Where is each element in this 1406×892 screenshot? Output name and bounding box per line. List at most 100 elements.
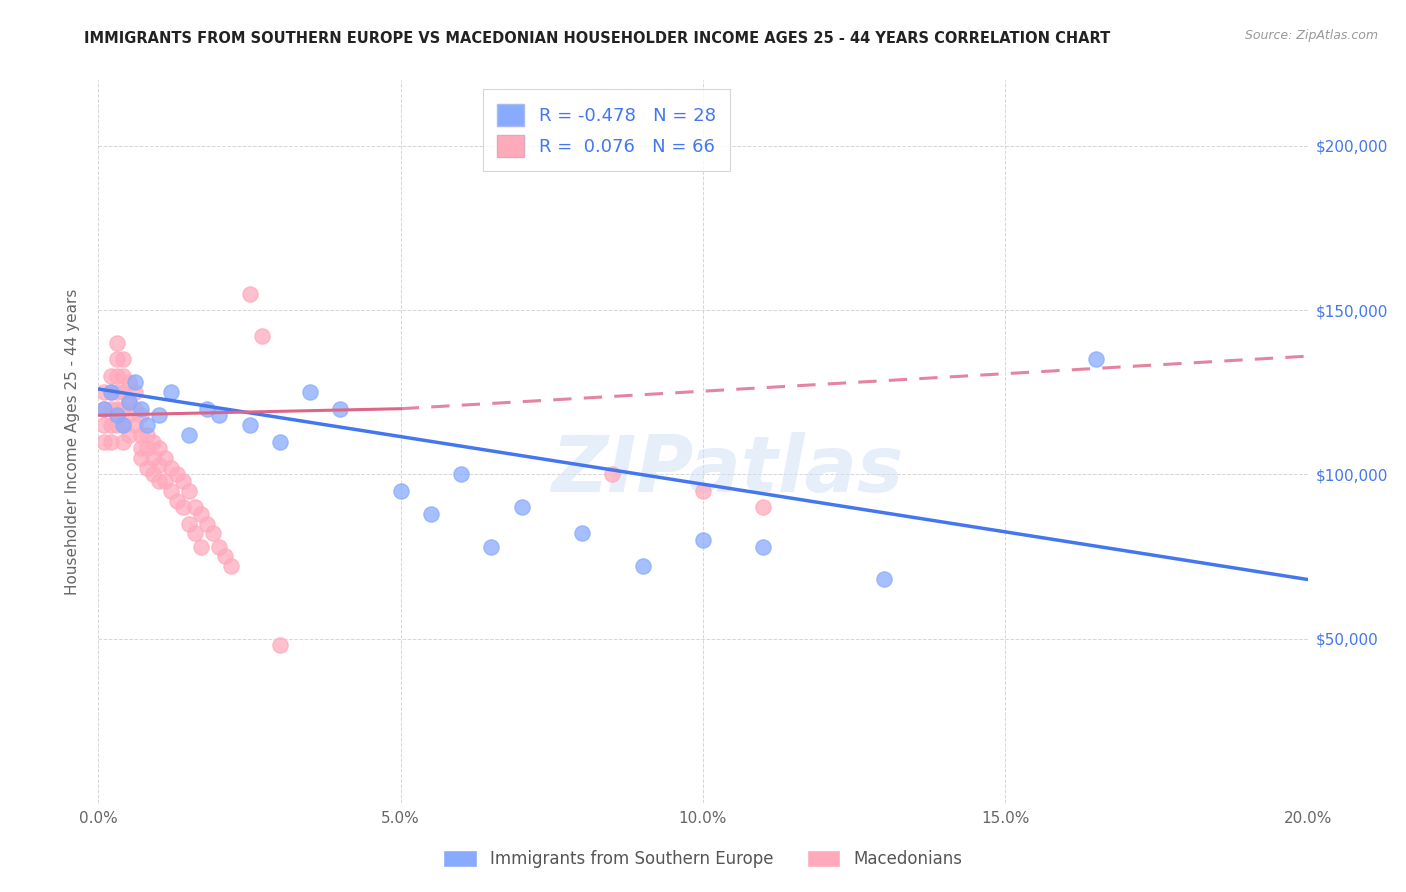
Point: [100, 385, 122, 400]
Point: [118, 428, 141, 442]
Point: [124, 401, 146, 416]
Point: [239, 286, 262, 301]
Point: [153, 474, 176, 488]
Point: [166, 467, 188, 482]
Point: [481, 540, 503, 554]
Point: [118, 409, 141, 423]
Point: [148, 458, 170, 472]
Point: [179, 516, 201, 531]
Point: [692, 483, 714, 498]
Point: [93, 385, 115, 400]
Point: [190, 507, 212, 521]
Point: [135, 441, 157, 455]
Point: [269, 638, 291, 652]
Point: [631, 559, 654, 574]
Point: [93, 418, 115, 433]
Point: [111, 385, 134, 400]
Point: [195, 516, 218, 531]
Point: [752, 500, 775, 515]
Text: IMMIGRANTS FROM SOUTHERN EUROPE VS MACEDONIAN HOUSEHOLDER INCOME AGES 25 - 44 YE: IMMIGRANTS FROM SOUTHERN EUROPE VS MACED…: [84, 31, 1111, 46]
Point: [100, 434, 122, 449]
Point: [208, 409, 231, 423]
Point: [100, 401, 122, 416]
Point: [135, 418, 157, 433]
Point: [195, 401, 218, 416]
Point: [153, 450, 176, 465]
Point: [510, 500, 533, 515]
Legend: R = -0.478   N = 28, R =  0.076   N = 66: R = -0.478 N = 28, R = 0.076 N = 66: [482, 89, 730, 171]
Point: [124, 385, 146, 400]
Point: [93, 401, 115, 416]
Point: [111, 418, 134, 433]
Point: [105, 401, 128, 416]
Point: [129, 450, 152, 465]
Point: [142, 450, 165, 465]
Point: [148, 441, 170, 455]
Point: [142, 434, 165, 449]
Point: [172, 474, 194, 488]
Point: [148, 474, 170, 488]
Point: [129, 428, 152, 442]
Point: [111, 418, 134, 433]
Point: [105, 418, 128, 433]
Point: [389, 483, 412, 498]
Point: [111, 401, 134, 416]
Point: [179, 428, 201, 442]
Point: [184, 526, 207, 541]
Point: [105, 352, 128, 367]
Point: [100, 385, 122, 400]
Point: [105, 409, 128, 423]
Point: [1085, 352, 1108, 367]
Point: [148, 409, 170, 423]
Legend: Immigrants from Southern Europe, Macedonians: Immigrants from Southern Europe, Macedon…: [437, 843, 969, 875]
Point: [135, 428, 157, 442]
Point: [135, 460, 157, 475]
Point: [420, 507, 443, 521]
Point: [100, 368, 122, 383]
Point: [93, 434, 115, 449]
Point: [208, 540, 231, 554]
Point: [239, 418, 262, 433]
Point: [160, 483, 183, 498]
Point: [202, 526, 225, 541]
Point: [118, 395, 141, 409]
Point: [190, 540, 212, 554]
Point: [269, 434, 291, 449]
Point: [93, 401, 115, 416]
Point: [221, 559, 243, 574]
Point: [571, 526, 593, 541]
Point: [329, 401, 352, 416]
Y-axis label: Householder Income Ages 25 - 44 years: Householder Income Ages 25 - 44 years: [65, 288, 80, 595]
Point: [752, 540, 775, 554]
Point: [111, 352, 134, 367]
Point: [129, 401, 152, 416]
Point: [179, 483, 201, 498]
Point: [873, 573, 896, 587]
Point: [184, 500, 207, 515]
Point: [142, 467, 165, 482]
Text: Source: ZipAtlas.com: Source: ZipAtlas.com: [1244, 29, 1378, 42]
Point: [450, 467, 472, 482]
Point: [692, 533, 714, 547]
Point: [250, 329, 273, 343]
Point: [111, 434, 134, 449]
Point: [172, 500, 194, 515]
Point: [105, 336, 128, 351]
Point: [118, 376, 141, 390]
Point: [166, 493, 188, 508]
Point: [111, 368, 134, 383]
Point: [100, 418, 122, 433]
Point: [118, 395, 141, 409]
Point: [299, 385, 322, 400]
Text: ZIPatlas: ZIPatlas: [551, 433, 903, 508]
Point: [160, 460, 183, 475]
Point: [124, 376, 146, 390]
Point: [602, 467, 624, 482]
Point: [214, 549, 236, 564]
Point: [105, 385, 128, 400]
Point: [124, 418, 146, 433]
Point: [129, 409, 152, 423]
Point: [160, 385, 183, 400]
Point: [129, 441, 152, 455]
Point: [105, 368, 128, 383]
